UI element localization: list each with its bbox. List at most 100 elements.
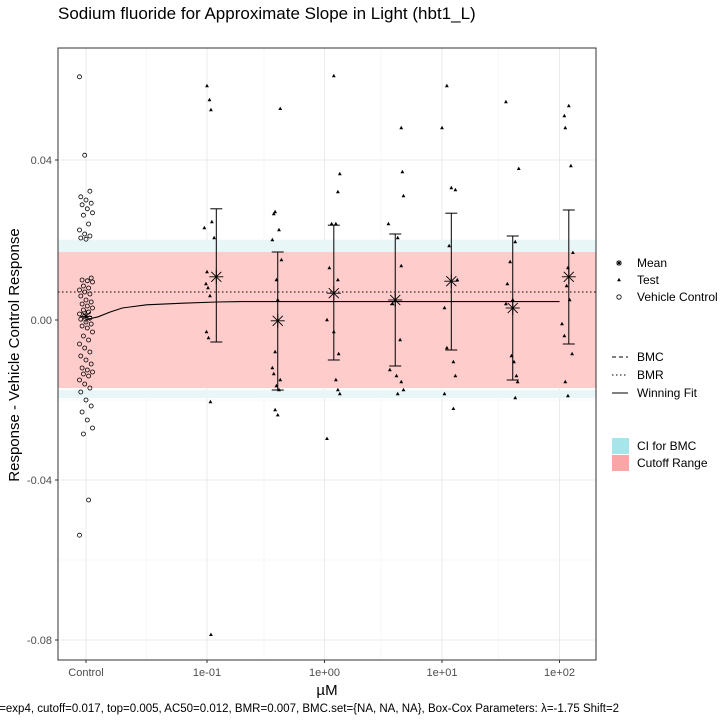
test-point <box>202 225 207 230</box>
vehicle-control-point <box>81 307 86 313</box>
test-point <box>564 283 569 288</box>
test-point <box>444 345 449 350</box>
vehicle-control-point <box>84 367 90 373</box>
vehicle-control-point <box>83 357 89 363</box>
vehicle-control-point <box>78 194 84 200</box>
vehicle-control-point <box>87 291 93 297</box>
mean-marker-stroke <box>389 294 401 306</box>
vehicle-control-point <box>77 341 82 347</box>
test-point <box>398 337 403 342</box>
vehicle-control-point <box>77 532 82 538</box>
vehicle-control-point <box>77 287 82 293</box>
vehicle-control-point <box>90 329 95 335</box>
x-tick-label: 1e-01 <box>193 667 221 679</box>
chart-title: Sodium fluoride for Approximate Slope in… <box>58 4 476 23</box>
test-point <box>337 171 342 176</box>
test-point <box>206 285 210 290</box>
test-point <box>204 329 209 334</box>
test-point <box>212 235 217 240</box>
vehicle-control-point <box>82 345 88 351</box>
vehicle-control-point <box>86 221 91 227</box>
test-point <box>273 349 278 354</box>
mean-marker <box>505 301 520 315</box>
vehicle-control-point <box>88 299 94 305</box>
test-point <box>387 367 392 372</box>
test-point <box>562 113 567 118</box>
test-point <box>513 395 518 400</box>
vehicle-control-point <box>77 227 82 233</box>
test-point <box>401 193 406 198</box>
vehicle-control-point <box>79 202 85 208</box>
test-point <box>400 169 405 174</box>
test-point <box>504 99 508 104</box>
vehicle-control-point <box>83 236 89 242</box>
test-point <box>271 371 276 376</box>
test-point <box>329 221 334 226</box>
vehicle-control-point <box>82 289 88 295</box>
test-point <box>273 407 278 412</box>
test-point <box>394 373 399 378</box>
test-point <box>277 227 281 232</box>
test-point <box>270 237 275 242</box>
test-point <box>333 377 338 382</box>
legend-label: CI for BMC <box>637 439 697 453</box>
y-tick-label: 0.00 <box>31 315 52 327</box>
legend-label: Winning Fit <box>637 386 698 400</box>
plot-panel <box>57 47 597 661</box>
legend-label: Cutoff Range <box>637 456 708 470</box>
winning-fit-curve <box>85 301 560 321</box>
test-point <box>271 211 276 216</box>
test-point <box>278 377 283 382</box>
x-tick-label: 1e+02 <box>544 667 575 679</box>
vehicle-control-point <box>83 297 89 303</box>
test-point <box>208 399 213 404</box>
legend-test-key <box>617 277 621 282</box>
vehicle-control-point <box>90 425 95 431</box>
caption: t=exp4, cutoff=0.017, top=0.005, AC50=0.… <box>0 703 619 715</box>
vehicle-control-point <box>84 303 90 309</box>
test-point <box>453 373 458 378</box>
vehicle-control-point <box>86 285 91 291</box>
vehicle-control-point <box>88 321 94 327</box>
vehicle-control-point <box>84 325 90 331</box>
legend-vehicle-control-key <box>616 294 622 300</box>
mean-marker <box>209 269 224 284</box>
mean-marker <box>270 313 285 328</box>
mean-marker-control <box>80 310 92 323</box>
vehicle-control-point <box>81 431 86 437</box>
mean-marker <box>561 269 576 284</box>
mean-marker-stroke <box>210 271 222 283</box>
test-point <box>451 359 456 364</box>
test-point <box>335 277 340 282</box>
test-point <box>204 281 208 286</box>
test-point <box>208 293 212 298</box>
test-point <box>209 632 213 636</box>
vehicle-control-point <box>78 293 84 299</box>
legend-label: Mean <box>637 256 667 270</box>
vehicle-control-point <box>83 397 89 403</box>
vehicle-control-point <box>79 277 85 283</box>
test-point <box>275 413 280 417</box>
test-point <box>447 243 452 248</box>
test-point <box>516 166 521 170</box>
test-point <box>566 393 570 398</box>
vehicle-control-point <box>82 231 88 237</box>
mean-marker-stroke <box>563 271 575 283</box>
test-point <box>504 301 508 306</box>
x-tick-label: 1e+01 <box>427 667 458 679</box>
legend-mean-key <box>616 260 622 266</box>
vehicle-control-point <box>77 377 82 383</box>
test-point <box>401 387 406 392</box>
test-point <box>325 317 329 322</box>
test-point <box>515 379 520 384</box>
ci-for-bmc-band <box>58 240 596 252</box>
test-point <box>399 263 404 268</box>
vehicle-control-point <box>87 349 93 355</box>
mean-marker <box>444 274 459 289</box>
test-point <box>270 365 275 370</box>
test-point <box>273 209 278 214</box>
vehicle-control-point <box>84 206 90 212</box>
vehicle-control-point <box>90 210 95 216</box>
vehicle-control-point <box>90 279 95 285</box>
test-point <box>399 125 404 130</box>
